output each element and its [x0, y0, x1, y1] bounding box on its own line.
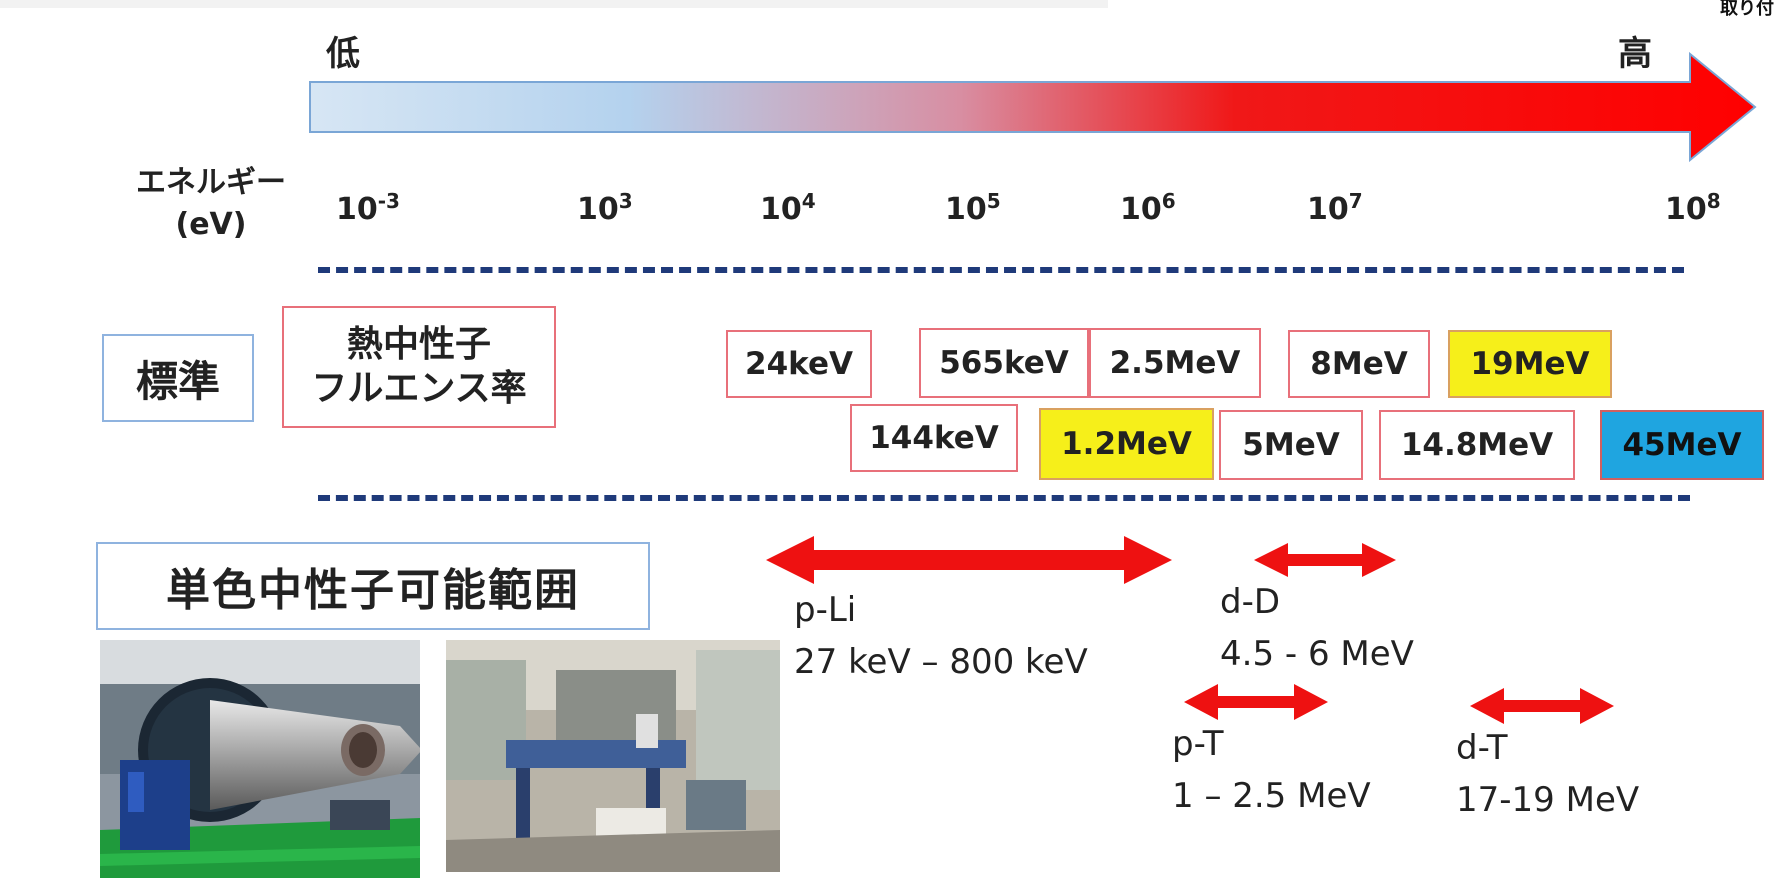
divider-lower [318, 495, 1690, 501]
energy-box-1-2mev: 1.2MeV [1039, 408, 1214, 480]
energy-box-45mev: 45MeV [1600, 410, 1764, 480]
divider-upper [318, 267, 1684, 273]
reaction-range: 1 – 2.5 MeV [1172, 776, 1371, 816]
top-band [0, 0, 1108, 8]
arrow-p-li [766, 536, 1172, 584]
reaction-name: d-D [1220, 582, 1281, 622]
tick-label: 10-3 [336, 189, 400, 227]
tick-label: 103 [577, 189, 633, 227]
corner-text: 取り付 [1720, 0, 1774, 19]
reaction-name: p-T [1172, 724, 1224, 764]
low-label: 低 [326, 34, 360, 74]
reaction-name: p-Li [794, 590, 857, 630]
tick-label: 105 [945, 189, 1001, 227]
tick-label: 104 [760, 189, 816, 227]
tick-label: 106 [1120, 189, 1176, 227]
arrow-d-d [1254, 543, 1396, 577]
standards-label: 標準 [102, 334, 254, 422]
energy-box-565kev: 565keV [919, 328, 1089, 398]
energy-box-144kev: 144keV [850, 404, 1018, 472]
axis-title-line2: (eV) [175, 207, 247, 242]
energy-gradient-arrow [309, 51, 1757, 163]
reaction-range: 4.5 - 6 MeV [1220, 634, 1414, 674]
energy-box-8mev: 8MeV [1288, 330, 1430, 398]
reaction-range: 27 keV – 800 keV [794, 642, 1088, 682]
facility-photo [446, 640, 780, 872]
thermal-fluence-box: 熱中性子 フルエンス率 [282, 306, 556, 428]
tick-label: 107 [1307, 189, 1363, 227]
reaction-d-d: d-D 4.5 - 6 MeV [1220, 576, 1414, 680]
thermal-line1: 熱中性子 [346, 324, 491, 365]
arrow-d-t [1470, 688, 1614, 724]
tick-label: 108 [1665, 189, 1721, 227]
high-label: 高 [1618, 34, 1652, 74]
reaction-name: d-T [1456, 728, 1508, 768]
reaction-p-t: p-T 1 – 2.5 MeV [1172, 718, 1371, 822]
energy-box-2-5mev: 2.5MeV [1089, 328, 1261, 398]
energy-axis-title: エネルギー (eV) [104, 162, 318, 246]
energy-box-14-8mev: 14.8MeV [1379, 410, 1575, 480]
accelerator-photo [100, 640, 420, 878]
reaction-p-li: p-Li 27 keV – 800 keV [794, 584, 1088, 688]
energy-box-24kev: 24keV [726, 330, 872, 398]
axis-title-line1: エネルギー [136, 165, 286, 200]
reaction-range: 17-19 MeV [1456, 780, 1640, 820]
energy-box-5mev: 5MeV [1219, 410, 1363, 480]
reaction-d-t: d-T 17-19 MeV [1456, 722, 1639, 826]
thermal-line2: フルエンス率 [311, 368, 527, 409]
mono-neutron-label: 単色中性子可能範囲 [96, 542, 650, 630]
energy-box-19mev: 19MeV [1448, 330, 1612, 398]
arrow-p-t [1184, 684, 1328, 720]
